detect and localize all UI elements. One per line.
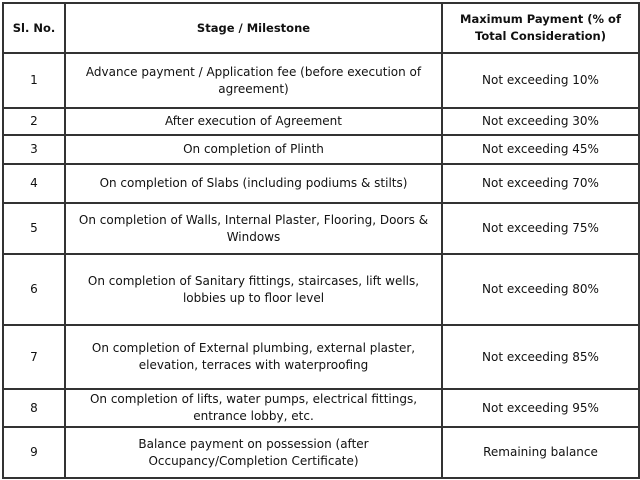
payment-cell: Not exceeding 45%: [441, 134, 640, 165]
table-row: 1 Advance payment / Application fee (bef…: [2, 52, 640, 109]
sl-no-cell: 4: [2, 163, 66, 204]
payment-cell: Not exceeding 30%: [441, 107, 640, 136]
header-stage: Stage / Milestone: [64, 2, 443, 54]
stage-cell: On completion of Sanitary fittings, stai…: [64, 253, 443, 326]
sl-no-cell: 8: [2, 388, 66, 428]
table-row: 4 On completion of Slabs (including podi…: [2, 163, 640, 204]
stage-cell: On completion of Walls, Internal Plaster…: [64, 202, 443, 255]
sl-no-cell: 7: [2, 324, 66, 390]
table-row: 5 On completion of Walls, Internal Plast…: [2, 202, 640, 255]
payment-cell: Not exceeding 95%: [441, 388, 640, 428]
sl-no-cell: 9: [2, 426, 66, 479]
table-row: 8 On completion of lifts, water pumps, e…: [2, 388, 640, 428]
table-row: 2 After execution of Agreement Not excee…: [2, 107, 640, 136]
payment-cell: Remaining balance: [441, 426, 640, 479]
sl-no-cell: 3: [2, 134, 66, 165]
header-max-payment: Maximum Payment (% of Total Consideratio…: [441, 2, 640, 54]
stage-cell: Advance payment / Application fee (befor…: [64, 52, 443, 109]
stage-cell: Balance payment on possession (after Occ…: [64, 426, 443, 479]
stage-cell: On completion of lifts, water pumps, ele…: [64, 388, 443, 428]
table-row: 7 On completion of External plumbing, ex…: [2, 324, 640, 390]
stage-cell: After execution of Agreement: [64, 107, 443, 136]
payment-cell: Not exceeding 75%: [441, 202, 640, 255]
payment-cell: Not exceeding 85%: [441, 324, 640, 390]
sl-no-cell: 5: [2, 202, 66, 255]
stage-cell: On completion of External plumbing, exte…: [64, 324, 443, 390]
payment-cell: Not exceeding 70%: [441, 163, 640, 204]
header-sl-no: Sl. No.: [2, 2, 66, 54]
table-row: 6 On completion of Sanitary fittings, st…: [2, 253, 640, 326]
sl-no-cell: 6: [2, 253, 66, 326]
sl-no-cell: 2: [2, 107, 66, 136]
table-row: 3 On completion of Plinth Not exceeding …: [2, 134, 640, 165]
payment-cell: Not exceeding 80%: [441, 253, 640, 326]
payment-cell: Not exceeding 10%: [441, 52, 640, 109]
stage-cell: On completion of Plinth: [64, 134, 443, 165]
sl-no-cell: 1: [2, 52, 66, 109]
stage-cell: On completion of Slabs (including podium…: [64, 163, 443, 204]
table-row: 9 Balance payment on possession (after O…: [2, 426, 640, 479]
header-row: Sl. No. Stage / Milestone Maximum Paymen…: [2, 2, 640, 54]
